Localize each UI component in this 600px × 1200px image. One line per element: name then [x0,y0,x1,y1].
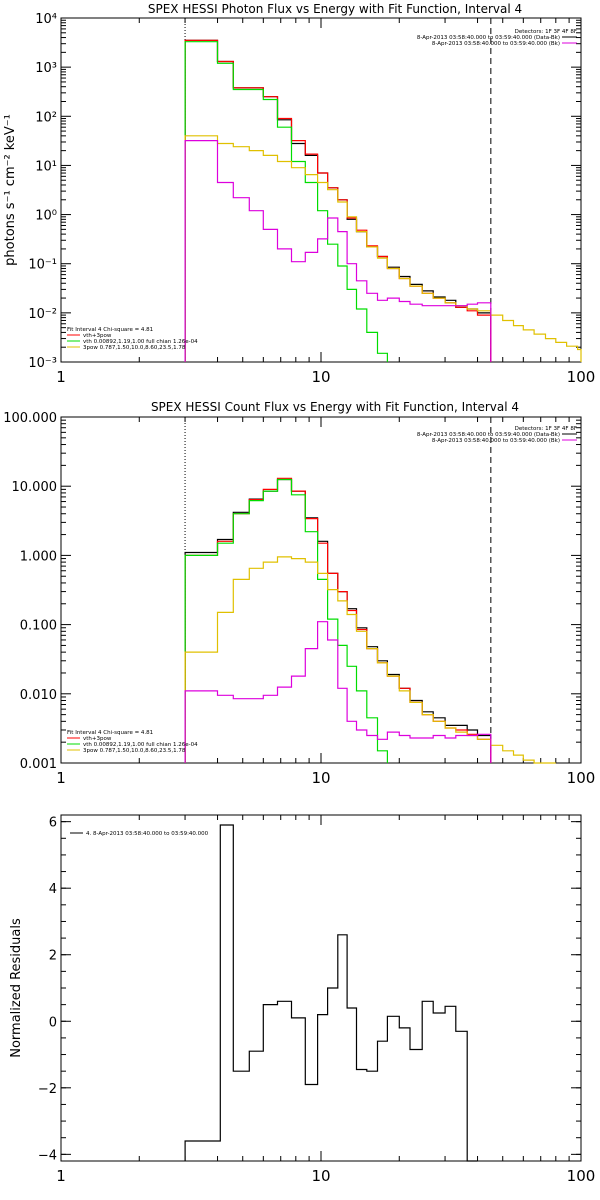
axis-ticks: 1 10 100 10⁻³ 10⁻² 10⁻¹ 10⁰ 10¹ 10² 10³ 10⁴ [28,12,595,386]
x-tick-label: 100 [567,769,596,787]
series-step-line [184,824,478,1162]
legend-bk: 8-Apr-2013 03:58:40.000 to 03:59:40.000 … [432,41,560,47]
y-tick-label: 1.000 [20,549,57,564]
plot-frame [60,814,582,1162]
legend-top-left: 4. 8-Apr-2013 03:58:40.000 to 03:59:40.0… [70,831,209,837]
y-tick-label: 10.000 [12,480,58,495]
series-step-line [184,478,388,763]
y-tick-label: 10⁰ [35,209,57,224]
y-tick-label: 10⁴ [35,12,57,27]
x-tick-label: 1 [56,1167,66,1185]
y-tick-label: 0 [49,1015,57,1030]
axis-ticks: 1 10 100 −4 −2 0 2 4 6 [38,815,595,1185]
y-tick-label: 10³ [35,61,57,76]
legend-bk: 8-Apr-2013 03:58:40.000 to 03:59:40.000 … [432,438,560,444]
x-tick-label: 100 [567,368,596,386]
x-tick-label: 10 [311,769,330,787]
axis-ticks: 1 10 100 0.001 0.010 0.100 1.000 10.000 100.000 [3,411,595,787]
legend-bottom-left: Fit Interval 4 Chi-square = 4.81 vth+3po… [67,327,198,351]
legend-detectors: Detectors: 1F 3F 4F 8F [515,426,577,432]
panel-title: SPEX HESSI Photon Flux vs Energy with Fi… [148,2,522,16]
series-group [184,824,478,1162]
legend-vth: vth 0.00892,1.19,1.00 full chian 1.26e-0… [83,742,198,748]
y-tick-label: 10⁻² [28,307,57,322]
residuals-panel: Normalized Residuals 1 10 100 −4 −2 0 2 4 6 4. 8… [9,814,595,1185]
y-tick-label: 6 [49,816,57,831]
panel-title: SPEX HESSI Count Flux vs Energy with Fit… [151,400,519,414]
y-axis-label: photons s⁻¹ cm⁻² keV⁻¹ [3,114,18,266]
legend-bottom-left: Fit Interval 4 Chi-square = 4.81 vth+3po… [67,730,198,754]
y-tick-label: 0.001 [20,757,57,772]
legend-fit-interval: Fit Interval 4 Chi-square = 4.81 [67,327,153,333]
legend-data-bk: 8-Apr-2013 03:58:40.000 to 03:59:40.000 … [417,432,560,438]
series-step-line [184,41,388,362]
x-tick-label: 1 [56,769,66,787]
y-tick-label: 10¹ [35,159,57,174]
y-tick-label: 4 [49,882,57,897]
legend-detectors: Detectors: 1F 3F 4F 8F [515,29,577,35]
photon-flux-panel: SPEX HESSI Photon Flux vs Energy with Fi… [3,2,595,386]
x-tick-label: 10 [311,368,330,386]
legend-vth: vth 0.00892,1.19,1.00 full chian 1.26e-0… [83,339,198,345]
y-tick-label: 10⁻¹ [28,258,57,273]
series-group [184,417,556,764]
legend-vth3pow: vth+3pow [83,333,112,339]
plot-frame [60,416,582,764]
series-step-line [184,140,492,362]
y-tick-label: 0.010 [20,688,57,703]
series-group [184,18,582,362]
legend-top-right: Detectors: 1F 3F 4F 8F 8-Apr-2013 03:58:… [417,426,577,444]
legend-3pow: 3pow 0.787,1.50,10.0,8.60,23.5,1.78 [83,748,186,754]
legend-top-right: Detectors: 1F 3F 4F 8F 8-Apr-2013 03:58:… [417,29,577,47]
y-tick-label: 0.100 [20,619,57,634]
legend-3pow: 3pow 0.787,1.50,10.0,8.60,23.5,1.78 [83,345,186,351]
y-axis-label: Normalized Residuals [9,918,24,1058]
x-tick-label: 1 [56,368,66,386]
y-tick-label: 10² [35,110,57,125]
y-tick-label: 10⁻³ [28,356,57,371]
plot-frame [60,17,582,363]
y-tick-label: 2 [49,949,57,964]
x-tick-label: 100 [567,1167,596,1185]
legend-vth3pow: vth+3pow [83,736,112,742]
series-step-line [184,556,556,764]
legend-data-bk: 8-Apr-2013 03:58:40.000 to 03:59:40.000 … [417,35,560,41]
y-tick-label: 100.000 [3,411,57,426]
series-step-line [184,621,492,763]
x-tick-label: 10 [311,1167,330,1185]
legend-fit-interval: Fit Interval 4 Chi-square = 4.81 [67,730,153,736]
legend-interval: 4. 8-Apr-2013 03:58:40.000 to 03:59:40.0… [86,831,209,837]
y-tick-label: −2 [38,1082,57,1097]
y-tick-label: −4 [38,1148,57,1163]
count-flux-panel: SPEX HESSI Count Flux vs Energy with Fit… [3,400,595,787]
series-step-line [184,135,582,362]
